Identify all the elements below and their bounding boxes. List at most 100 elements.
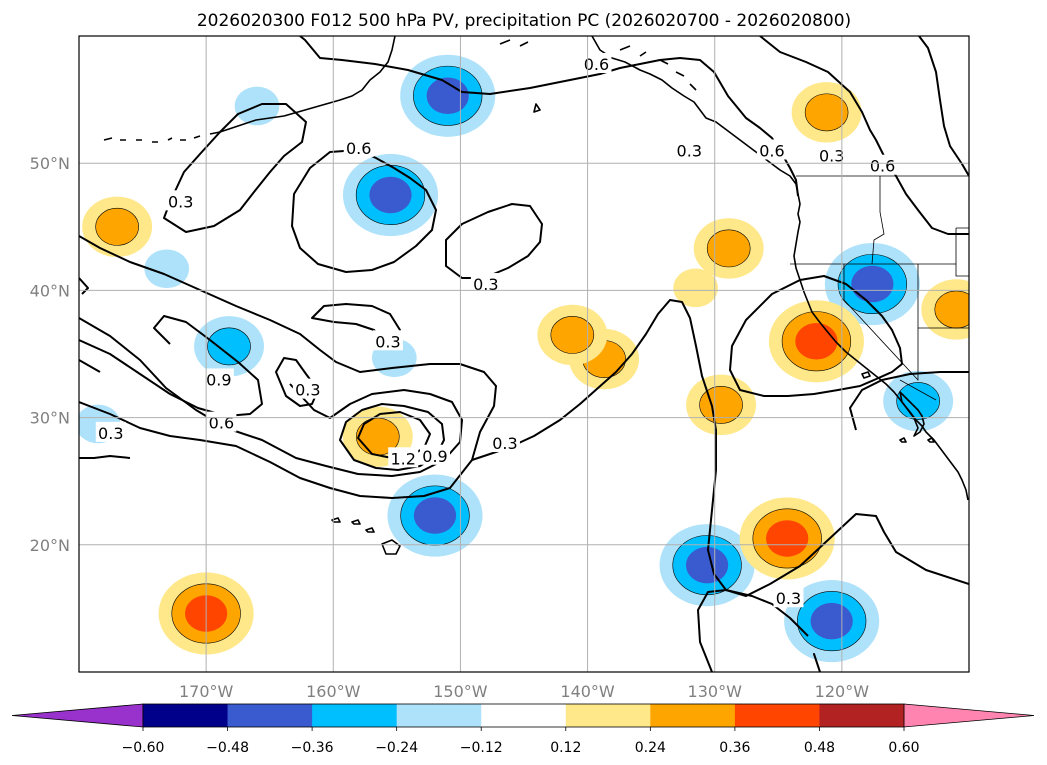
map-area: 0.6 0.6 0.3 0.3 0.6 0.3 0.6 0.3 0.3 0.9 0.3 0.6 0.3 1… bbox=[78, 35, 970, 673]
colorbar-tick-label: 0.12 bbox=[550, 740, 581, 756]
contour-label-bg bbox=[206, 411, 237, 432]
contour-label-bg bbox=[470, 273, 501, 294]
precip-level-1 bbox=[207, 327, 251, 366]
contour-label: 0.3 bbox=[489, 432, 520, 453]
north-america-coastline bbox=[591, 36, 969, 501]
state-borders bbox=[790, 176, 969, 401]
x-axis-tick-labels: 170°W 160°W 150°W 140°W 130°W 120°W bbox=[179, 682, 869, 701]
contour-label-text: 0.3 bbox=[819, 147, 844, 166]
precip-positive-blob bbox=[693, 218, 764, 279]
colorbar-segment bbox=[227, 704, 313, 727]
contour-label: 0.3 bbox=[292, 378, 323, 400]
x-tick-label: 140°W bbox=[560, 682, 615, 701]
y-tick-label: 30°N bbox=[30, 409, 70, 428]
contour-label-bg bbox=[756, 139, 787, 160]
x-tick-label: 120°W bbox=[815, 682, 870, 701]
precip-level-2 bbox=[413, 497, 457, 534]
colorbar-tick-label: −0.12 bbox=[460, 740, 503, 756]
precip-level-2 bbox=[685, 546, 729, 584]
precip-positive-blob bbox=[739, 497, 835, 580]
colorbar-tick-label: −0.36 bbox=[291, 740, 334, 756]
contour-label: 1.2 bbox=[388, 447, 419, 468]
precip-level-0 bbox=[673, 268, 719, 308]
gridlines bbox=[79, 36, 969, 672]
baja-california-coastline bbox=[899, 391, 925, 437]
contour-label-bg bbox=[203, 368, 234, 389]
contour-label-bg bbox=[867, 154, 898, 175]
precip-level-2 bbox=[795, 323, 838, 360]
precip-level-2 bbox=[369, 176, 412, 214]
contour-0.6-east bbox=[918, 36, 969, 177]
precip-negative-blob bbox=[784, 580, 880, 663]
colorbar-tick-label: 0.48 bbox=[804, 740, 835, 756]
contour-label: 0.3 bbox=[372, 330, 403, 351]
x-tick-label: 150°W bbox=[433, 682, 488, 701]
precip-positive-blob bbox=[537, 304, 608, 366]
y-tick-label: 40°N bbox=[30, 281, 70, 300]
precip-positive-blob bbox=[791, 82, 862, 143]
contour-0.3-southwest-band bbox=[79, 401, 473, 499]
contour-0.3-northeast bbox=[759, 36, 969, 235]
political-borders bbox=[790, 175, 969, 401]
contour-label-text: 0.9 bbox=[422, 447, 447, 466]
contour-label: 0.3 bbox=[165, 190, 196, 211]
contour-label: 0.3 bbox=[773, 587, 804, 608]
contour-label-bg bbox=[388, 447, 419, 468]
gulf-of-alaska-islands bbox=[499, 39, 697, 113]
contour-label-bg bbox=[420, 444, 450, 465]
precip-level-2 bbox=[766, 520, 809, 557]
misc-islands bbox=[111, 371, 935, 443]
precip-level-1 bbox=[934, 290, 969, 329]
hawaii-islands bbox=[331, 517, 401, 555]
contour-label: 0.3 bbox=[816, 144, 847, 166]
alaska-peninsula-coastline bbox=[209, 36, 396, 135]
colorbar-extend-max bbox=[903, 703, 1035, 728]
precip-level-0 bbox=[144, 249, 190, 289]
contour-labels: 0.6 0.6 0.3 0.3 0.6 0.3 0.6 0.3 0.3 0.9 0.3 0.6 0.3 1… bbox=[95, 52, 898, 608]
map-frame bbox=[78, 35, 970, 673]
contour-label-text: 0.6 bbox=[584, 55, 609, 74]
contour-0.6-loop bbox=[291, 149, 437, 273]
contour-label-text: 0.3 bbox=[295, 381, 320, 400]
precip-negative-blob bbox=[387, 474, 483, 557]
contour-label: 0.3 bbox=[470, 273, 501, 294]
contour-label-text: 0.3 bbox=[98, 424, 123, 443]
contour-label-text: 0.6 bbox=[209, 414, 234, 433]
x-tick-label: 170°W bbox=[179, 682, 234, 701]
precip-level-2 bbox=[810, 602, 853, 640]
contour-label: 0.3 bbox=[95, 421, 126, 443]
contour-label: 0.6 bbox=[343, 136, 374, 158]
contour-label-text: 0.3 bbox=[168, 192, 193, 211]
contour-label-bg bbox=[674, 139, 705, 160]
contour-label-bg bbox=[95, 421, 126, 442]
colorbar-segment bbox=[650, 704, 736, 727]
y-tick-label: 20°N bbox=[30, 536, 70, 555]
contour-label: 0.6 bbox=[867, 154, 898, 176]
contour-label-text: 0.6 bbox=[346, 139, 371, 158]
colorbar-frame bbox=[142, 703, 905, 728]
contour-label: 0.6 bbox=[206, 411, 237, 433]
precip-level-1 bbox=[804, 93, 849, 132]
contour-label-text: 0.3 bbox=[677, 141, 702, 160]
precip-level-1 bbox=[896, 382, 940, 420]
chart-title: 2026020300 F012 500 hPa PV, precipitatio… bbox=[197, 11, 851, 31]
precip-level-1 bbox=[706, 229, 751, 268]
contour-label-bg bbox=[773, 587, 804, 608]
contour-0.9-central bbox=[339, 403, 445, 471]
contour-0.3-northwest-loop bbox=[163, 103, 307, 233]
contour-label: 0.3 bbox=[674, 139, 705, 160]
colorbar-segment bbox=[481, 704, 567, 727]
colorbar-tick-label: −0.48 bbox=[206, 740, 249, 756]
precip-level-2 bbox=[851, 265, 894, 303]
x-tick-label: 160°W bbox=[306, 682, 361, 701]
precip-level-1 bbox=[699, 385, 743, 424]
colorbar-extend-min bbox=[11, 703, 144, 728]
contour-0.3-baja bbox=[849, 371, 969, 431]
contour-label-bg bbox=[292, 378, 323, 399]
contour-label: 0.6 bbox=[756, 139, 787, 160]
contour-label-text: 0.3 bbox=[776, 589, 801, 608]
y-tick-label: 50°N bbox=[30, 154, 70, 173]
colorbar-segment bbox=[396, 704, 482, 727]
contour-label-text: 0.3 bbox=[492, 434, 517, 453]
contour-label-text: 0.6 bbox=[870, 157, 895, 176]
